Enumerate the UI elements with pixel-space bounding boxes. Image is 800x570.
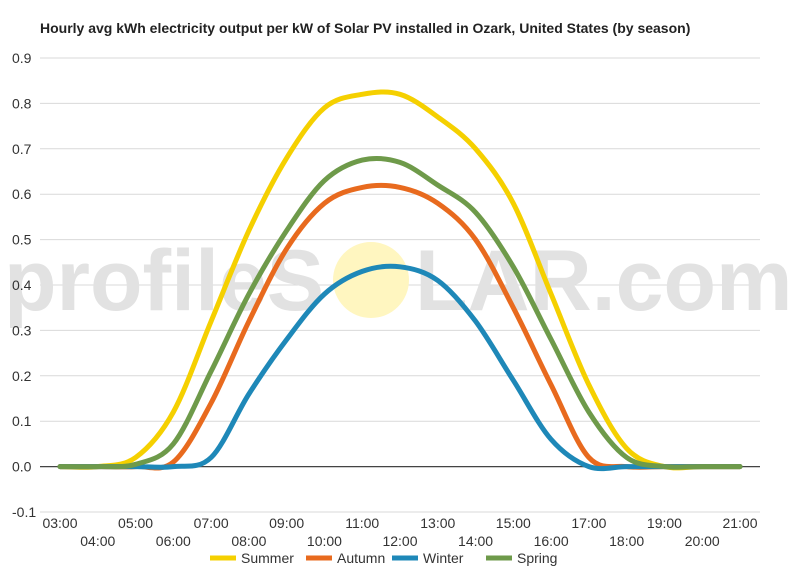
series-line-summer xyxy=(57,89,743,471)
y-tick-label: -0.1 xyxy=(12,504,36,520)
x-tick-label: 14:00 xyxy=(458,533,493,549)
chart-title: Hourly avg kWh electricity output per kW… xyxy=(40,20,690,36)
y-tick-label: 0.3 xyxy=(12,322,32,338)
x-tick-label: 19:00 xyxy=(647,515,682,531)
y-tick-label: 0.6 xyxy=(12,186,32,202)
watermark: profileS LAR.com xyxy=(4,233,792,329)
x-tick-label: 13:00 xyxy=(420,515,455,531)
y-tick-label: 0.0 xyxy=(12,459,32,475)
y-tick-label: 0.4 xyxy=(12,277,32,293)
y-tick-label: 0.7 xyxy=(12,141,32,157)
series-line-winter xyxy=(57,263,743,472)
x-tick-label: 16:00 xyxy=(534,533,569,549)
x-axis-ticks: 03:00 05:00 07:00 09:00 11:00 13:00 15:00 17:00… xyxy=(42,515,757,549)
y-tick-label: 0.2 xyxy=(12,368,32,384)
x-tick-label: 06:00 xyxy=(156,533,191,549)
series-lines xyxy=(57,89,743,472)
x-tick-label: 21:00 xyxy=(722,515,757,531)
x-tick-label: 08:00 xyxy=(231,533,266,549)
y-axis-ticks: -0.1 0.0 0.1 0.2 0.3 0.4 0.5 0.6 0.7 0.8 0.9 xyxy=(12,50,36,520)
x-tick-label: 15:00 xyxy=(496,515,531,531)
y-tick-label: 0.1 xyxy=(12,413,32,429)
legend-label-summer: Summer xyxy=(241,550,294,566)
x-tick-label: 11:00 xyxy=(345,515,379,531)
watermark-right-text: LAR.com xyxy=(415,233,792,329)
watermark-sun-icon xyxy=(333,242,409,318)
y-tick-label: 0.5 xyxy=(12,232,32,248)
x-tick-label: 09:00 xyxy=(269,515,304,531)
x-tick-label: 10:00 xyxy=(307,533,342,549)
x-tick-label: 18:00 xyxy=(609,533,644,549)
legend-label-autumn: Autumn xyxy=(337,550,385,566)
series-line-spring xyxy=(57,155,743,470)
x-tick-label: 17:00 xyxy=(571,515,606,531)
legend-label-spring: Spring xyxy=(517,550,557,566)
x-tick-label: 04:00 xyxy=(80,533,115,549)
x-tick-label: 05:00 xyxy=(118,515,153,531)
y-tick-label: 0.9 xyxy=(12,50,32,66)
legend-label-winter: Winter xyxy=(423,550,464,566)
x-tick-label: 12:00 xyxy=(382,533,417,549)
y-tick-label: 0.8 xyxy=(12,95,32,111)
x-tick-label: 07:00 xyxy=(194,515,229,531)
legend: Summer Autumn Winter Spring xyxy=(210,550,557,566)
x-tick-label: 20:00 xyxy=(685,533,720,549)
x-tick-label: 03:00 xyxy=(42,515,77,531)
